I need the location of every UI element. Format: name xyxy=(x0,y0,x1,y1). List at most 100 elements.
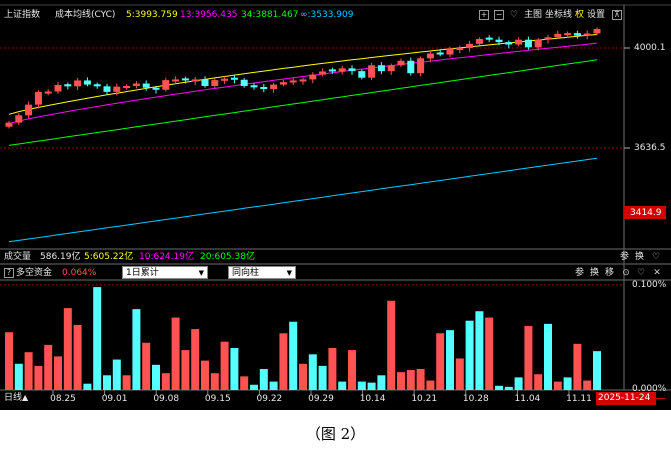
fund-bar[interactable] xyxy=(338,381,347,390)
mode-select[interactable]: 同向柱 ▼ xyxy=(228,266,296,279)
zoom-icon[interactable]: ⊙ xyxy=(622,268,630,278)
fund-bar[interactable] xyxy=(583,380,592,390)
fund-bar[interactable] xyxy=(161,373,170,390)
fund-bar[interactable] xyxy=(142,342,151,390)
candle[interactable] xyxy=(64,84,72,87)
candle[interactable] xyxy=(397,60,405,66)
fund-bar[interactable] xyxy=(289,321,298,390)
candle[interactable] xyxy=(495,39,503,43)
candle[interactable] xyxy=(181,78,189,81)
axis-line-button[interactable]: 坐标线 xyxy=(545,10,573,20)
candle[interactable] xyxy=(142,83,150,88)
candle[interactable] xyxy=(250,85,258,88)
fund-bar[interactable] xyxy=(367,382,376,390)
index-name[interactable]: 上证指数 xyxy=(4,10,41,20)
candle[interactable] xyxy=(348,68,356,72)
close-icon[interactable]: ✕ xyxy=(653,268,661,278)
candle[interactable] xyxy=(25,104,33,116)
fund-bar[interactable] xyxy=(279,333,288,390)
fund-bar[interactable] xyxy=(348,350,356,390)
fund-bar[interactable] xyxy=(475,311,484,390)
candle[interactable] xyxy=(74,80,82,87)
fund-bar[interactable] xyxy=(83,383,92,390)
fund-bar[interactable] xyxy=(357,381,366,390)
candle[interactable] xyxy=(426,53,434,59)
fund-bar[interactable] xyxy=(171,317,180,390)
fund-bar[interactable] xyxy=(514,377,523,390)
fund-bar[interactable] xyxy=(132,309,141,390)
candle[interactable] xyxy=(524,39,532,48)
settings-button[interactable]: 设置 xyxy=(587,10,606,20)
fund-bar[interactable] xyxy=(455,358,464,391)
fund-bar[interactable] xyxy=(230,348,239,390)
fund-bar[interactable] xyxy=(426,380,435,390)
fund-bar[interactable] xyxy=(73,324,82,390)
candle[interactable] xyxy=(505,42,513,45)
candle[interactable] xyxy=(152,87,160,90)
indicator-name[interactable]: 成本均线(CYC) xyxy=(55,10,116,20)
candle[interactable] xyxy=(201,79,209,86)
period-label[interactable]: 日线▲ xyxy=(4,392,28,404)
fund-bar[interactable] xyxy=(416,369,425,390)
candle[interactable] xyxy=(93,84,101,87)
fund-bar[interactable] xyxy=(318,365,327,390)
candle[interactable] xyxy=(191,79,199,82)
fund-bar[interactable] xyxy=(308,354,317,390)
fund-bar[interactable] xyxy=(112,359,121,390)
candle[interactable] xyxy=(554,33,562,38)
candle[interactable] xyxy=(211,80,219,86)
fund-bar[interactable] xyxy=(593,351,601,390)
fund-bar[interactable] xyxy=(465,320,474,390)
candle[interactable] xyxy=(515,39,523,45)
fund-bar[interactable] xyxy=(93,287,102,390)
volume-switch-button[interactable]: 换 xyxy=(635,252,645,262)
fund-bar[interactable] xyxy=(563,377,572,390)
candle[interactable] xyxy=(456,47,464,51)
fund-bar[interactable] xyxy=(573,343,582,390)
candle[interactable] xyxy=(475,39,483,44)
candle[interactable] xyxy=(34,91,42,105)
fund-bar[interactable] xyxy=(152,364,160,390)
fund-bar[interactable] xyxy=(210,373,219,390)
candle[interactable] xyxy=(103,86,111,92)
candle[interactable] xyxy=(407,60,415,74)
fund-bar[interactable] xyxy=(103,375,111,390)
fund-bar[interactable] xyxy=(181,350,190,390)
fund-bar[interactable] xyxy=(122,375,131,390)
rights-button[interactable]: 权 xyxy=(575,10,585,20)
candle[interactable] xyxy=(54,84,62,92)
fund-bar[interactable] xyxy=(436,333,445,390)
heart-icon[interactable]: ♡ xyxy=(651,252,661,262)
candle[interactable] xyxy=(270,84,278,90)
candle[interactable] xyxy=(172,79,180,82)
candle[interactable] xyxy=(44,91,52,94)
candle[interactable] xyxy=(338,68,346,72)
candle[interactable] xyxy=(221,78,229,81)
candle[interactable] xyxy=(113,86,121,92)
fund-title[interactable]: 多空资金 xyxy=(16,268,53,278)
candle[interactable] xyxy=(417,58,425,74)
candle[interactable] xyxy=(289,80,297,83)
candle[interactable] xyxy=(230,77,238,80)
fund-bar[interactable] xyxy=(34,365,43,390)
zoom-in-icon[interactable]: + xyxy=(479,10,489,20)
fund-bar[interactable] xyxy=(377,375,386,390)
volume-param-button[interactable]: 参 xyxy=(620,252,630,262)
candle[interactable] xyxy=(309,74,317,80)
fund-bar[interactable] xyxy=(328,348,337,390)
fund-bar[interactable] xyxy=(397,372,405,390)
main-chart-button[interactable]: 主图 xyxy=(524,10,543,20)
candle[interactable] xyxy=(15,115,23,123)
fund-bar[interactable] xyxy=(220,341,229,390)
fund-bar[interactable] xyxy=(24,352,33,390)
fund-bar[interactable] xyxy=(485,317,494,390)
candle[interactable] xyxy=(328,69,336,72)
candle[interactable] xyxy=(544,37,552,40)
fund-bar[interactable] xyxy=(191,329,200,390)
fund-bar[interactable] xyxy=(63,308,72,390)
fund-bar[interactable] xyxy=(534,374,543,390)
fund-bar[interactable] xyxy=(201,360,209,390)
fund-bar[interactable] xyxy=(269,381,278,390)
period-select[interactable]: 1日累计 ▼ xyxy=(122,266,208,279)
candle[interactable] xyxy=(387,65,395,72)
